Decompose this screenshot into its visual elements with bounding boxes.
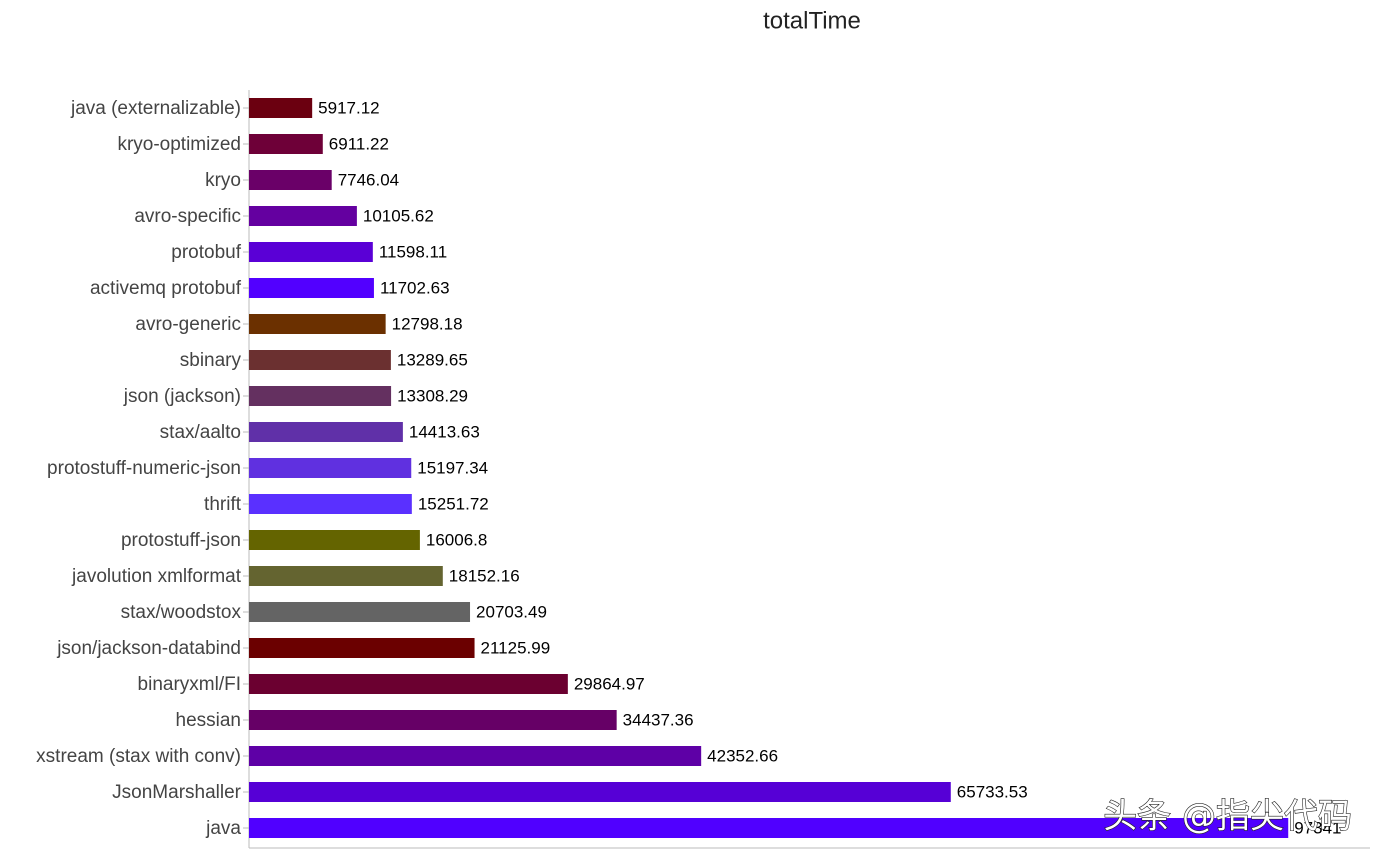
bar: [249, 278, 374, 298]
value-label: 42352.66: [707, 746, 778, 765]
bar: [249, 494, 412, 514]
value-label: 10105.62: [363, 206, 434, 225]
y-tick-label: json/jackson-databind: [56, 638, 241, 659]
y-tick-label: activemq protobuf: [90, 278, 242, 299]
bar: [249, 134, 323, 154]
chart-title: totalTime: [763, 7, 861, 34]
value-label: 13289.65: [397, 350, 468, 369]
bar: [249, 386, 392, 406]
bar: [249, 242, 373, 262]
bar: [249, 458, 412, 478]
value-label: 34437.36: [623, 710, 694, 729]
value-label: 65733.53: [957, 782, 1028, 801]
value-label: 12798.18: [392, 314, 463, 333]
value-label: 15251.72: [418, 494, 489, 513]
bar: [249, 602, 471, 622]
y-tick-label: hessian: [176, 710, 242, 731]
value-label: 13308.29: [397, 386, 468, 405]
bar: [249, 350, 391, 370]
watermark: 头条 @指尖代码: [1103, 797, 1352, 837]
bar: [249, 314, 386, 334]
y-tick-label: kryo: [205, 170, 241, 191]
bar: [249, 710, 617, 730]
bar: [249, 206, 357, 226]
bar: [249, 530, 420, 550]
y-tick-label: stax/aalto: [160, 422, 241, 443]
value-label: 14413.63: [409, 422, 480, 441]
y-tick-label: binaryxml/FI: [138, 674, 241, 695]
bar: [249, 98, 313, 118]
y-tick-label: protobuf: [171, 242, 241, 263]
bar: [249, 422, 403, 442]
y-tick-label: JsonMarshaller: [112, 782, 241, 803]
bar: [249, 566, 443, 586]
value-label: 18152.16: [449, 566, 520, 585]
value-label: 16006.8: [426, 530, 487, 549]
y-tick-label: java (externalizable): [70, 98, 241, 119]
y-tick-label: stax/woodstox: [121, 602, 242, 623]
value-label: 6911.22: [329, 134, 389, 153]
y-tick-label: sbinary: [180, 350, 242, 371]
bar: [249, 638, 475, 658]
y-tick-label: protostuff-json: [121, 530, 241, 551]
bar: [249, 818, 1289, 838]
value-label: 7746.04: [338, 170, 399, 189]
value-label: 11598.11: [379, 242, 447, 261]
bar: [249, 782, 951, 802]
y-tick-label: avro-specific: [134, 206, 241, 227]
value-label: 97341: [1294, 818, 1341, 837]
y-tick-label: json (jackson): [123, 386, 241, 407]
y-tick-label: kryo-optimized: [117, 134, 241, 155]
value-label: 5917.12: [318, 98, 379, 117]
y-tick-label: protostuff-numeric-json: [47, 458, 241, 479]
bar: [249, 170, 332, 190]
value-label: 15197.34: [417, 458, 488, 477]
bar: [249, 746, 702, 766]
y-tick-label: javolution xmlformat: [71, 566, 242, 587]
y-tick-label: java: [205, 818, 241, 839]
y-tick-label: thrift: [204, 494, 242, 515]
value-label: 11702.63: [380, 278, 450, 297]
y-tick-label: avro-generic: [135, 314, 241, 335]
value-label: 21125.99: [481, 638, 551, 657]
value-label: 20703.49: [476, 602, 547, 621]
y-tick-label: xstream (stax with conv): [36, 746, 241, 767]
bar: [249, 674, 568, 694]
value-label: 29864.97: [574, 674, 645, 693]
